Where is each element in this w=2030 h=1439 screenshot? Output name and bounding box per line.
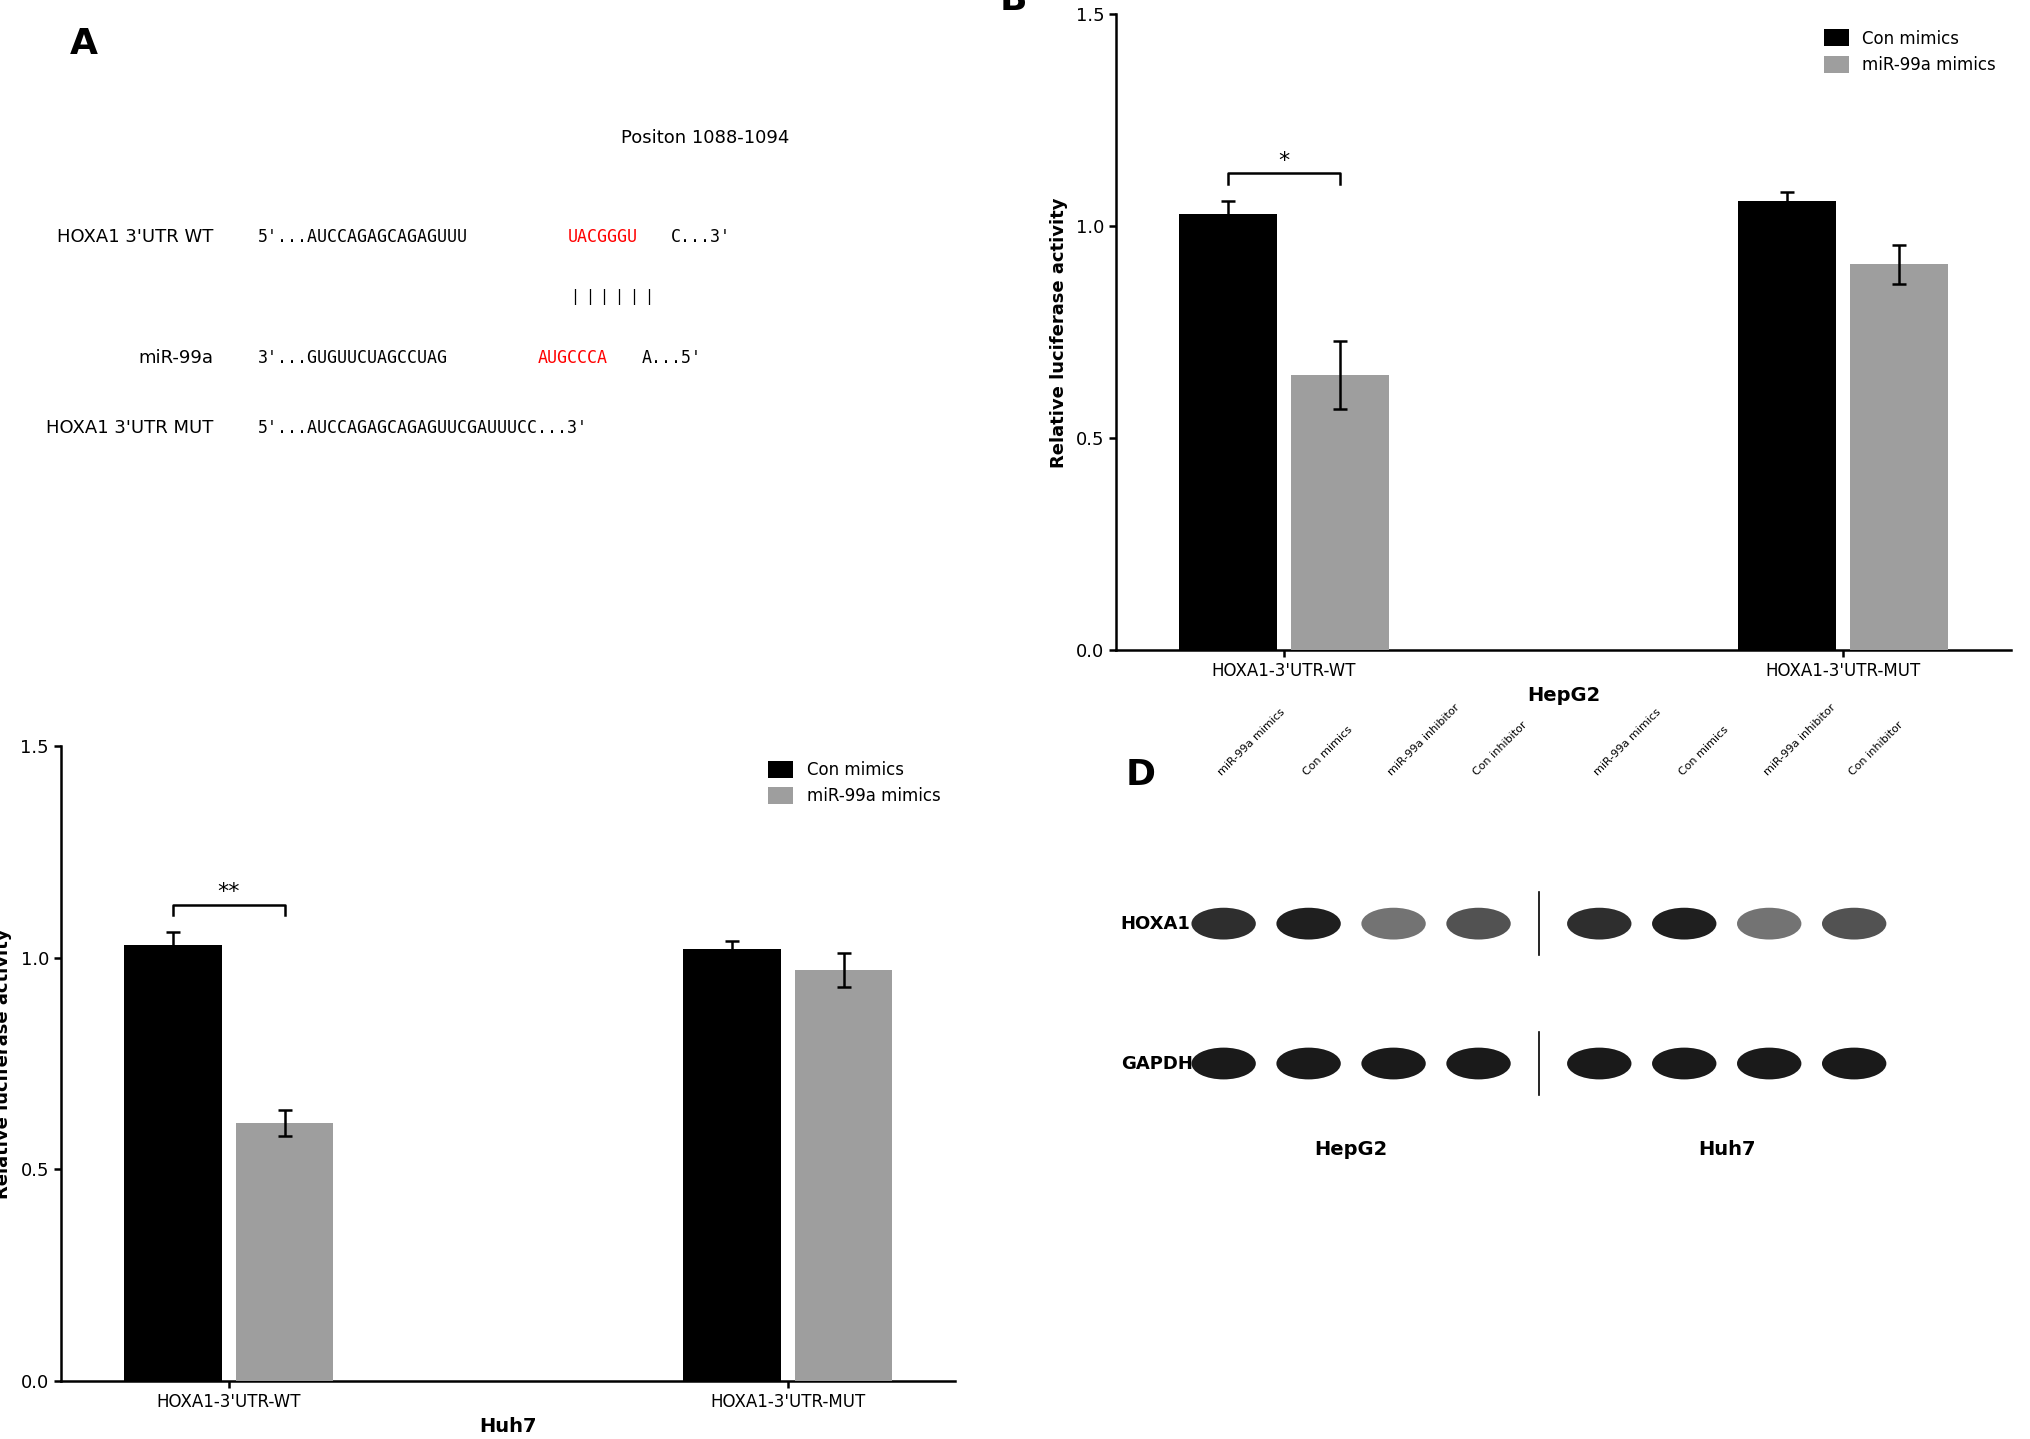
Ellipse shape — [1360, 1048, 1425, 1079]
Text: |: | — [631, 289, 635, 305]
Bar — [1738, 201, 1835, 650]
Text: HOXA1: HOXA1 — [1121, 915, 1190, 932]
Text: 5'...AUCCAGAGCAGAGUUCGAUUUCC...3': 5'...AUCCAGAGCAGAGUUCGAUUUCC...3' — [258, 419, 587, 436]
Text: A: A — [69, 27, 97, 60]
Ellipse shape — [1736, 908, 1801, 940]
Bar — [235, 1122, 333, 1381]
Ellipse shape — [1192, 1048, 1255, 1079]
Ellipse shape — [1650, 908, 1715, 940]
Ellipse shape — [1821, 908, 1886, 940]
Text: |: | — [646, 289, 652, 305]
Text: *: * — [1277, 151, 1289, 171]
Text: HOXA1 3'UTR MUT: HOXA1 3'UTR MUT — [45, 419, 213, 436]
Text: |: | — [615, 289, 621, 305]
Text: |: | — [601, 289, 607, 305]
Text: Con mimics: Con mimics — [1677, 724, 1730, 777]
X-axis label: Huh7: Huh7 — [479, 1417, 536, 1436]
Text: miR-99a inhibitor: miR-99a inhibitor — [1386, 702, 1462, 777]
Text: Con inhibitor: Con inhibitor — [1472, 720, 1529, 777]
Text: Huh7: Huh7 — [1697, 1140, 1754, 1158]
Text: C...3': C...3' — [670, 227, 731, 246]
Ellipse shape — [1360, 908, 1425, 940]
Ellipse shape — [1567, 1048, 1630, 1079]
Text: miR-99a mimics: miR-99a mimics — [1592, 707, 1663, 777]
Text: A...5': A...5' — [641, 348, 700, 367]
Ellipse shape — [1275, 1048, 1340, 1079]
Ellipse shape — [1192, 908, 1255, 940]
Ellipse shape — [1650, 1048, 1715, 1079]
X-axis label: HepG2: HepG2 — [1527, 685, 1600, 705]
Text: 5'...AUCCAGAGCAGAGUUU: 5'...AUCCAGAGCAGAGUUU — [258, 227, 467, 246]
Text: **: ** — [217, 882, 240, 902]
Text: AUGCCCA: AUGCCCA — [538, 348, 607, 367]
Bar — [1291, 374, 1389, 650]
Ellipse shape — [1736, 1048, 1801, 1079]
Y-axis label: Relative luciferase activity: Relative luciferase activity — [0, 928, 12, 1199]
Text: HOXA1 3'UTR WT: HOXA1 3'UTR WT — [57, 227, 213, 246]
Bar — [1849, 265, 1947, 650]
Text: Con inhibitor: Con inhibitor — [1845, 720, 1904, 777]
Ellipse shape — [1275, 908, 1340, 940]
Text: UACGGGU: UACGGGU — [566, 227, 637, 246]
Legend: Con mimics, miR-99a mimics: Con mimics, miR-99a mimics — [761, 754, 946, 812]
Ellipse shape — [1445, 908, 1510, 940]
Bar — [1179, 213, 1277, 650]
Text: D: D — [1125, 758, 1155, 793]
Text: B: B — [999, 0, 1027, 17]
Bar — [124, 945, 221, 1381]
Legend: Con mimics, miR-99a mimics: Con mimics, miR-99a mimics — [1817, 23, 2002, 81]
Text: GAPDH: GAPDH — [1121, 1055, 1192, 1072]
Bar — [682, 950, 780, 1381]
Ellipse shape — [1821, 1048, 1886, 1079]
Ellipse shape — [1445, 1048, 1510, 1079]
Text: miR-99a mimics: miR-99a mimics — [1216, 707, 1287, 777]
Text: miR-99a: miR-99a — [138, 348, 213, 367]
Text: 3'...GUGUUCUAGCCUAG: 3'...GUGUUCUAGCCUAG — [258, 348, 447, 367]
Text: miR-99a inhibitor: miR-99a inhibitor — [1762, 702, 1837, 777]
Text: |: | — [572, 289, 577, 305]
Text: |: | — [587, 289, 591, 305]
Y-axis label: Relative luciferase activity: Relative luciferase activity — [1050, 197, 1068, 468]
Text: Positon 1088-1094: Positon 1088-1094 — [621, 130, 790, 147]
Ellipse shape — [1567, 908, 1630, 940]
Text: Con mimics: Con mimics — [1301, 724, 1354, 777]
Text: HepG2: HepG2 — [1313, 1140, 1386, 1158]
Bar — [794, 970, 891, 1381]
